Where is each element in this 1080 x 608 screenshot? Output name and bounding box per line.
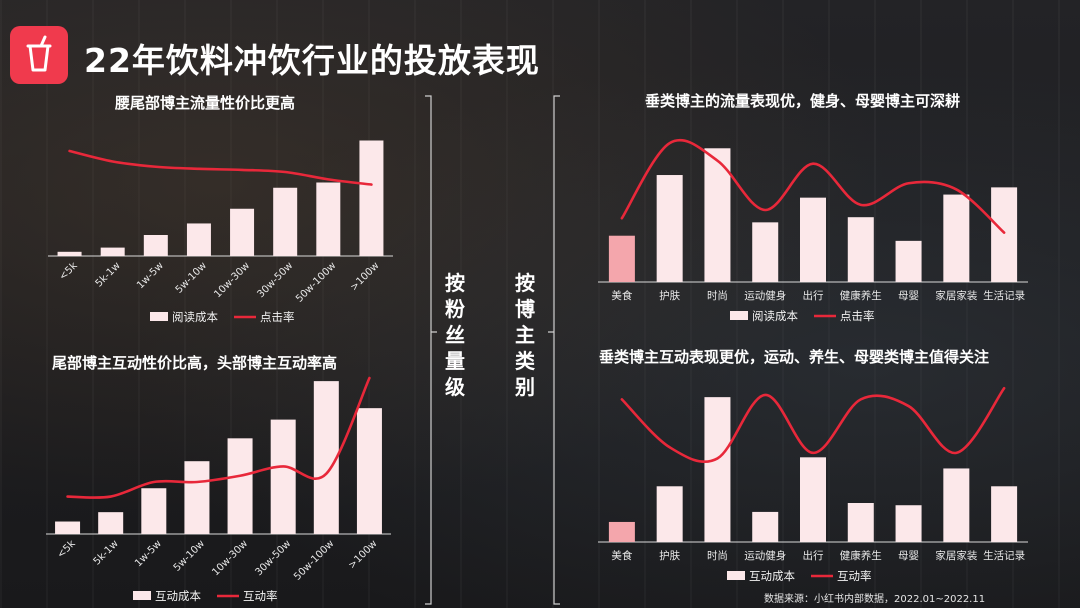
x-tick-label: 1w-5w — [135, 260, 166, 291]
bar-8 — [991, 187, 1018, 282]
bar-2 — [141, 488, 167, 534]
x-tick-label: >100w — [347, 538, 380, 571]
bar-8 — [991, 486, 1018, 542]
x-tick-label: 健康养生 — [840, 549, 882, 562]
bar-7 — [943, 468, 970, 542]
x-tick-label: 5w-10w — [172, 538, 207, 573]
x-tick-label: 美食 — [611, 549, 632, 562]
bar-5 — [270, 419, 296, 534]
rate-line — [66, 376, 371, 499]
drink-cup-icon — [10, 26, 68, 84]
x-tick-label: 30w-50w — [253, 538, 293, 578]
x-tick-label: <5k — [57, 260, 79, 282]
page-title: 22年饮料冲饮行业的投放表现 — [84, 41, 540, 80]
rate-line — [68, 149, 373, 186]
bar-0 — [608, 235, 635, 282]
bar-2 — [704, 397, 731, 542]
bar-1 — [656, 486, 683, 542]
chart2-title: 尾部博主互动性价比高，头部博主互动率高 — [52, 354, 338, 372]
bar-0 — [608, 521, 635, 542]
x-tick-label: 30w-50w — [255, 260, 295, 300]
bar-3 — [186, 223, 211, 256]
bar-6 — [895, 505, 922, 542]
bar-3 — [752, 222, 779, 282]
chart-follower-interaction: <5k 5k-1w 1w-5w 5w-10w 10w-30w 30w-50w50w-100… — [46, 376, 391, 603]
legend-bar-swatch — [730, 311, 748, 320]
x-tick-label: 健康养生 — [840, 289, 882, 302]
x-tick-label: 时尚 — [707, 289, 728, 302]
bar-5 — [847, 503, 874, 542]
x-tick-label: 出行 — [803, 289, 824, 302]
x-tick-label: 运动健身 — [744, 549, 786, 562]
x-tick-label: >100w — [349, 260, 382, 293]
x-tick-label: 生活记录 — [983, 289, 1025, 302]
bar-6 — [313, 381, 339, 534]
x-tick-label: 10w-30w — [212, 260, 252, 300]
x-tick-label: 10w-30w — [210, 538, 250, 578]
bar-4 — [800, 457, 826, 542]
x-tick-label: 5k-1w — [94, 260, 123, 289]
chart-follower-traffic: <5k 5k-1w 1w-5w 5w-10w 10w-30w 30w-50w50w-100… — [48, 140, 393, 324]
legend-bar-label: 阅读成本 — [752, 309, 798, 323]
data-source-note: 数据来源：小红书内部数据，2022.01~2022.11 — [764, 594, 986, 605]
legend-bar-swatch — [150, 312, 168, 321]
legend-line-label: 点击率 — [840, 309, 875, 323]
bar-7 — [356, 408, 382, 534]
x-tick-label: <5k — [55, 538, 77, 560]
x-tick-label: 母婴 — [898, 550, 919, 562]
bar-7 — [359, 140, 384, 256]
legend-bar-swatch — [727, 571, 745, 580]
bar-5 — [273, 187, 298, 256]
legend-bar-label: 互动成本 — [155, 589, 201, 603]
rate-line — [620, 386, 1006, 464]
legend-bar-label: 阅读成本 — [172, 310, 218, 324]
bar-4 — [230, 208, 255, 256]
legend-line-label: 点击率 — [260, 310, 295, 324]
x-tick-label: 5k-1w — [92, 538, 121, 567]
bar-3 — [752, 511, 779, 542]
legend-bar-label: 互动成本 — [749, 569, 795, 583]
right-group-bracket — [548, 95, 560, 605]
bar-1 — [98, 512, 124, 534]
legend-bar-swatch — [133, 591, 151, 600]
x-tick-label: 护肤 — [659, 549, 680, 562]
x-tick-label: 运动健身 — [744, 289, 786, 302]
bar-4 — [800, 197, 826, 282]
chart4-title: 垂类博主互动表现更优，运动、养生、母婴类博主值得关注 — [599, 348, 990, 366]
legend-line-label: 互动率 — [243, 589, 278, 603]
bar-2 — [143, 235, 168, 256]
x-tick-label: 出行 — [803, 549, 824, 562]
x-tick-label: 5w-10w — [174, 260, 209, 295]
x-tick-label: 1w-5w — [133, 538, 164, 569]
bar-0 — [57, 251, 82, 256]
x-tick-label: 50w-100w — [292, 538, 336, 582]
bar-3 — [184, 461, 210, 534]
x-tick-label: 家居家装 — [935, 289, 977, 302]
bar-4 — [227, 438, 253, 534]
x-tick-label: 50w-100w — [294, 260, 338, 304]
x-tick-label: 家居家装 — [935, 549, 977, 562]
group-label-blogger-category: 按博主类别 — [515, 271, 535, 399]
x-tick-label: 美食 — [611, 289, 632, 302]
bar-1 — [656, 175, 683, 282]
bar-7 — [943, 194, 970, 282]
bar-1 — [100, 247, 125, 256]
chart1-title: 腰尾部博主流量性价比更高 — [115, 94, 296, 112]
rate-line — [620, 138, 1006, 234]
bar-6 — [895, 240, 922, 282]
x-tick-label: 生活记录 — [983, 549, 1025, 562]
x-tick-label: 时尚 — [707, 549, 728, 562]
x-tick-label: 母婴 — [898, 290, 919, 302]
bar-0 — [55, 521, 81, 534]
bar-6 — [316, 182, 341, 256]
bar-5 — [847, 217, 874, 282]
chart3-title: 垂类博主的流量表现优，健身、母婴博主可深耕 — [645, 92, 961, 110]
group-label-follower-tier: 按粉丝量级 — [445, 271, 465, 399]
legend-line-label: 互动率 — [837, 569, 872, 583]
left-group-bracket — [425, 95, 437, 605]
x-tick-label: 护肤 — [659, 289, 680, 302]
